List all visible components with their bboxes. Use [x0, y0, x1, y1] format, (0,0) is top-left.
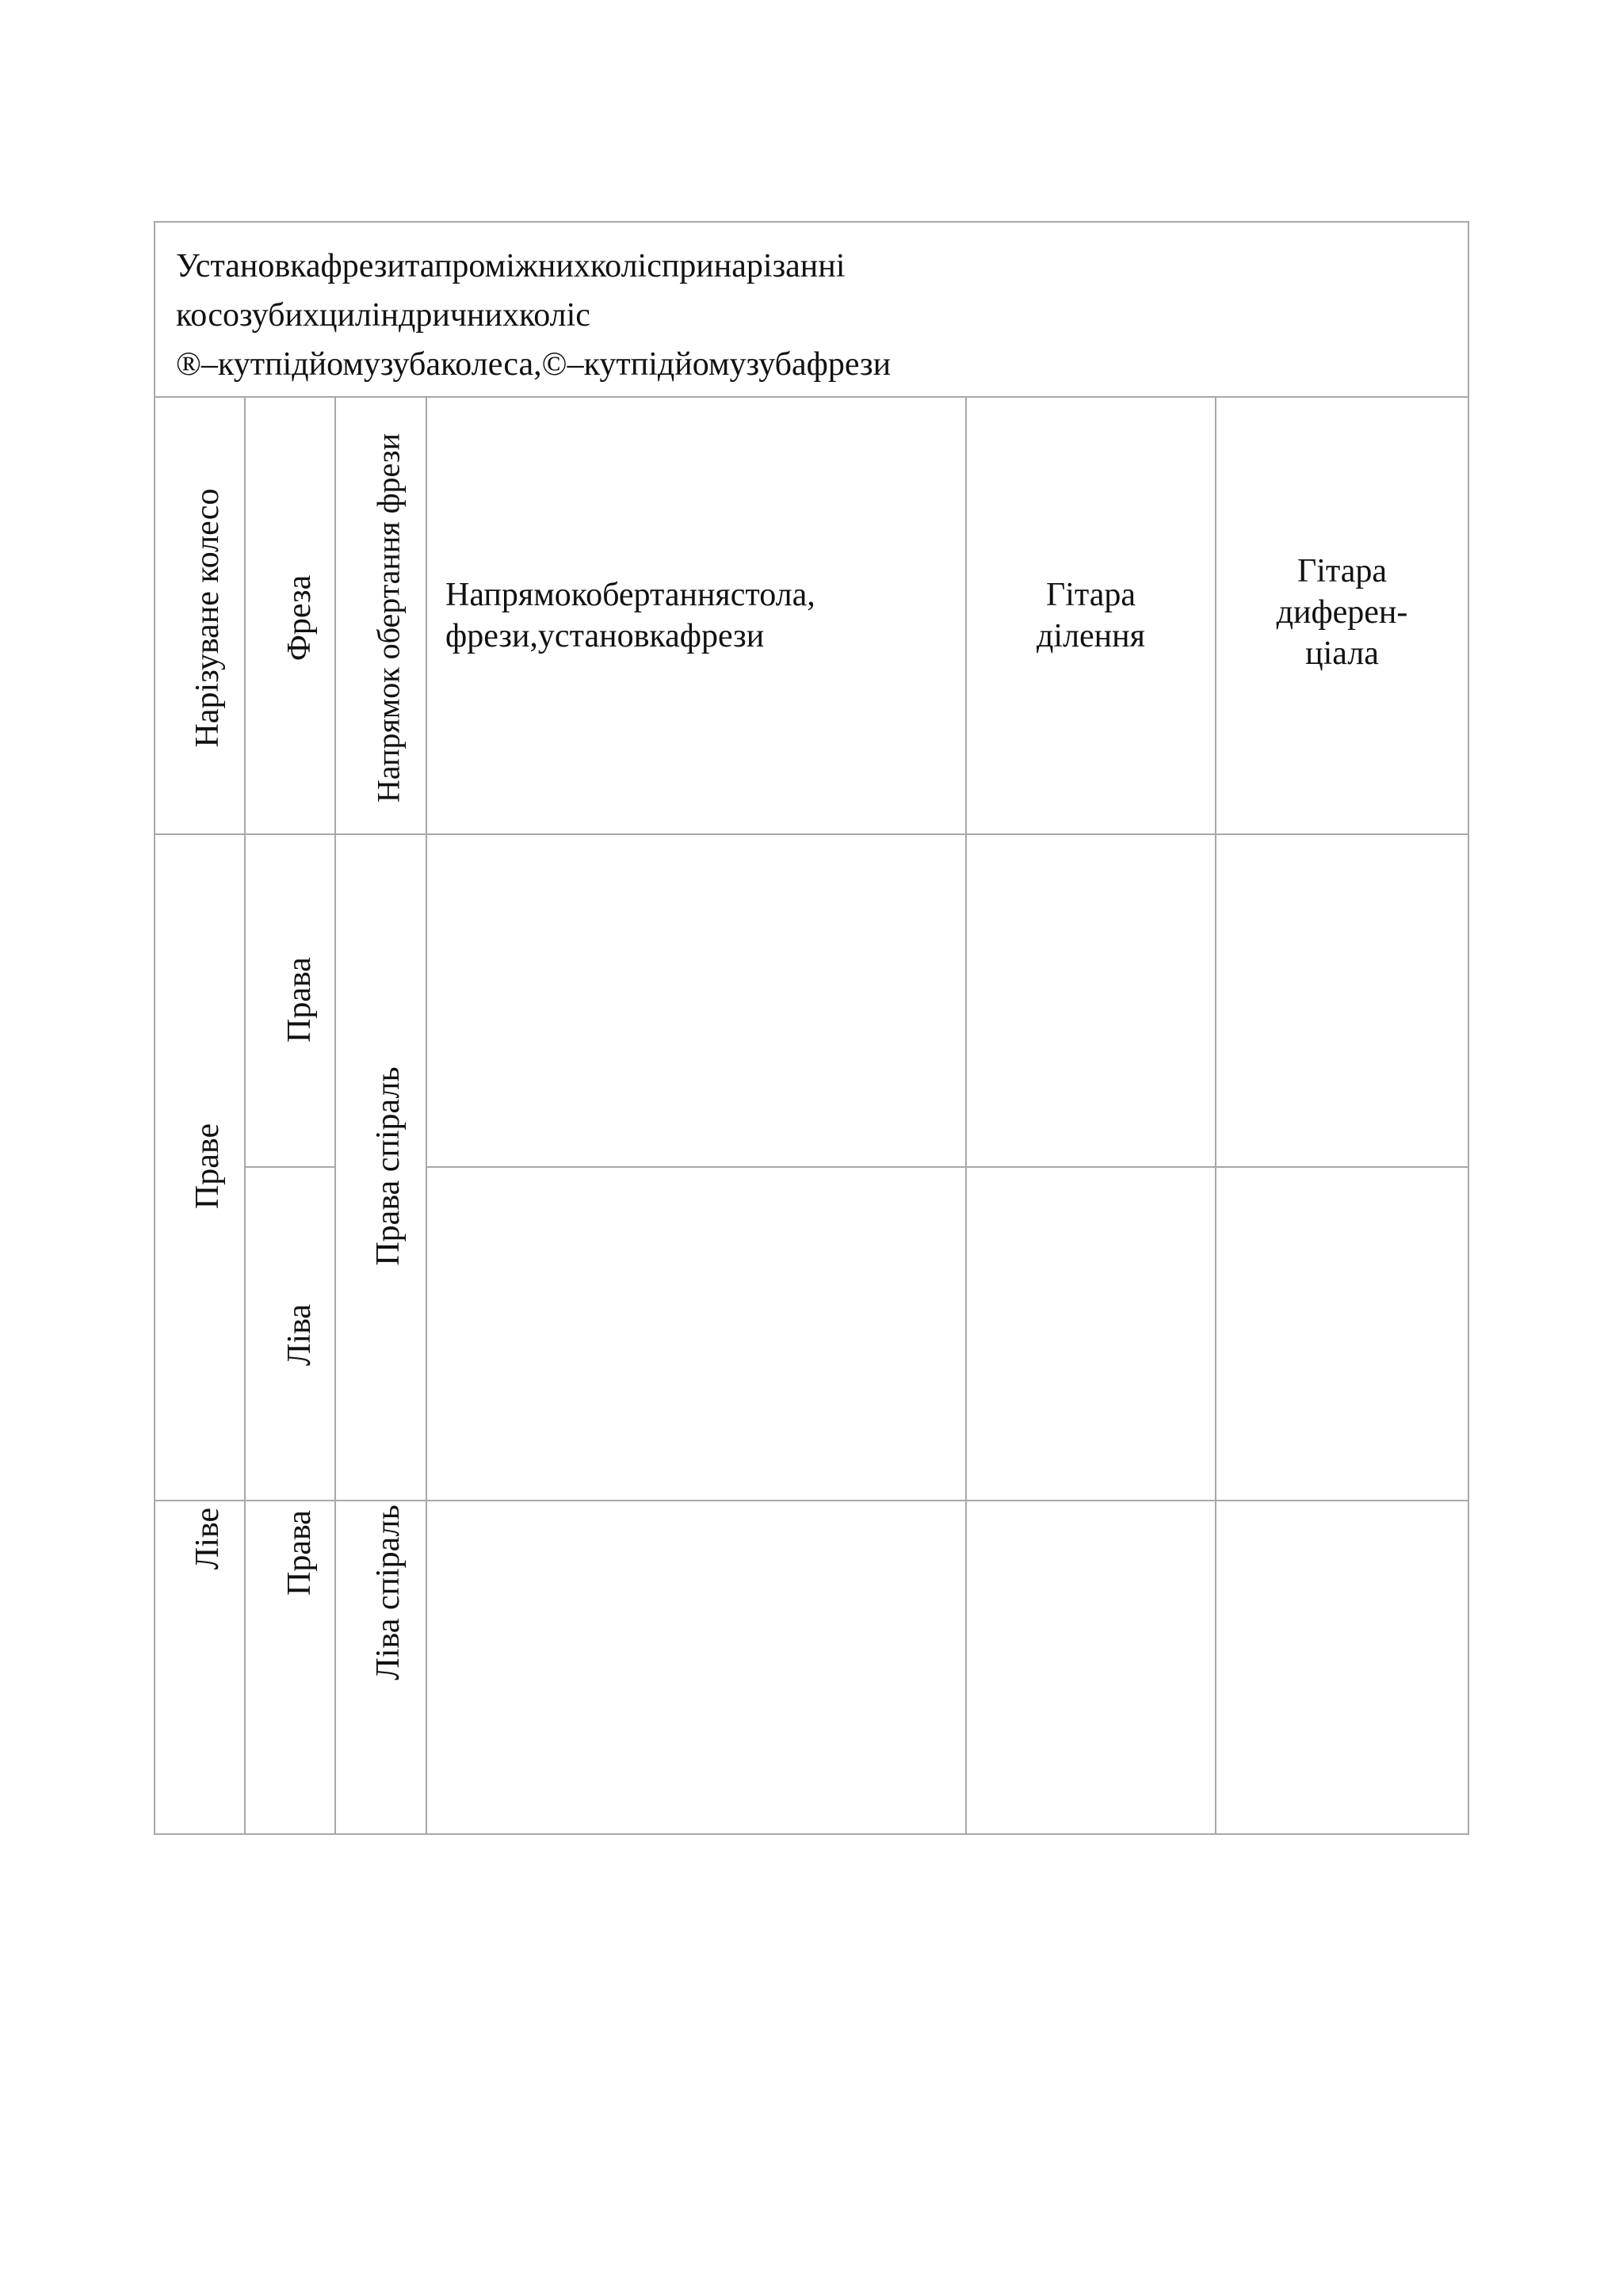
- table-border-bottom: [154, 1833, 1469, 1835]
- header-wheel: Нарізуване колесо: [189, 488, 226, 748]
- header-differential-line: ціала: [1305, 635, 1379, 672]
- header-division-gear: Гітара ділення: [967, 574, 1215, 657]
- row-left-spiral: Ліва спіраль: [370, 1505, 407, 1680]
- header-differential-gear: Гітара диферен- ціала: [1216, 551, 1468, 674]
- header-division-line: Гітара: [1045, 577, 1136, 613]
- header-direction: Напрямокобертаннястола, фрези,установкаф…: [445, 574, 815, 657]
- col-line-1: [244, 396, 246, 1835]
- row2-left-cutter: Ліва: [281, 1303, 318, 1367]
- col-line-3: [426, 396, 427, 1835]
- header-differential-line: диферен-: [1276, 594, 1408, 631]
- header-differential-line: Гітара: [1296, 553, 1388, 589]
- row1-right-cutter: Права: [281, 957, 318, 1043]
- header-division-line: ділення: [1037, 618, 1145, 654]
- row1-divider: [244, 1166, 336, 1168]
- row-right-spiral: Права спіраль: [370, 1066, 407, 1266]
- row2-divider: [154, 1500, 1469, 1501]
- header-cutter: Фреза: [281, 574, 318, 662]
- row1-divider-right: [426, 1166, 1469, 1168]
- row-right-wheel: Праве: [189, 1123, 226, 1210]
- title-divider: [154, 396, 1469, 398]
- col-line-4: [965, 396, 967, 1835]
- table-border-right: [1468, 221, 1469, 1835]
- row-left-wheel: Ліве: [189, 1507, 226, 1570]
- header-rotation: Напрямок обертання фрези: [370, 433, 407, 803]
- header-divider: [154, 833, 1469, 835]
- table-title: Установкафрезитапроміжнихколіспринарізан…: [176, 242, 891, 389]
- header-direction-line: Напрямокобертаннястола,: [445, 577, 815, 613]
- title-line: косозубихциліндричнихколіс: [176, 297, 590, 334]
- col-line-5: [1215, 396, 1216, 1835]
- header-direction-line: фрези,установкафрези: [445, 618, 765, 654]
- table-border-left: [154, 221, 155, 1835]
- title-line: ®–кутпідйомузубаколеса,©–кутпідйомузубаф…: [176, 346, 892, 383]
- col-line-2: [334, 396, 336, 1835]
- table-border-top: [154, 221, 1469, 223]
- title-line: Установкафрезитапроміжнихколіспринарізан…: [176, 248, 846, 284]
- row3-right-cutter: Права: [281, 1510, 318, 1596]
